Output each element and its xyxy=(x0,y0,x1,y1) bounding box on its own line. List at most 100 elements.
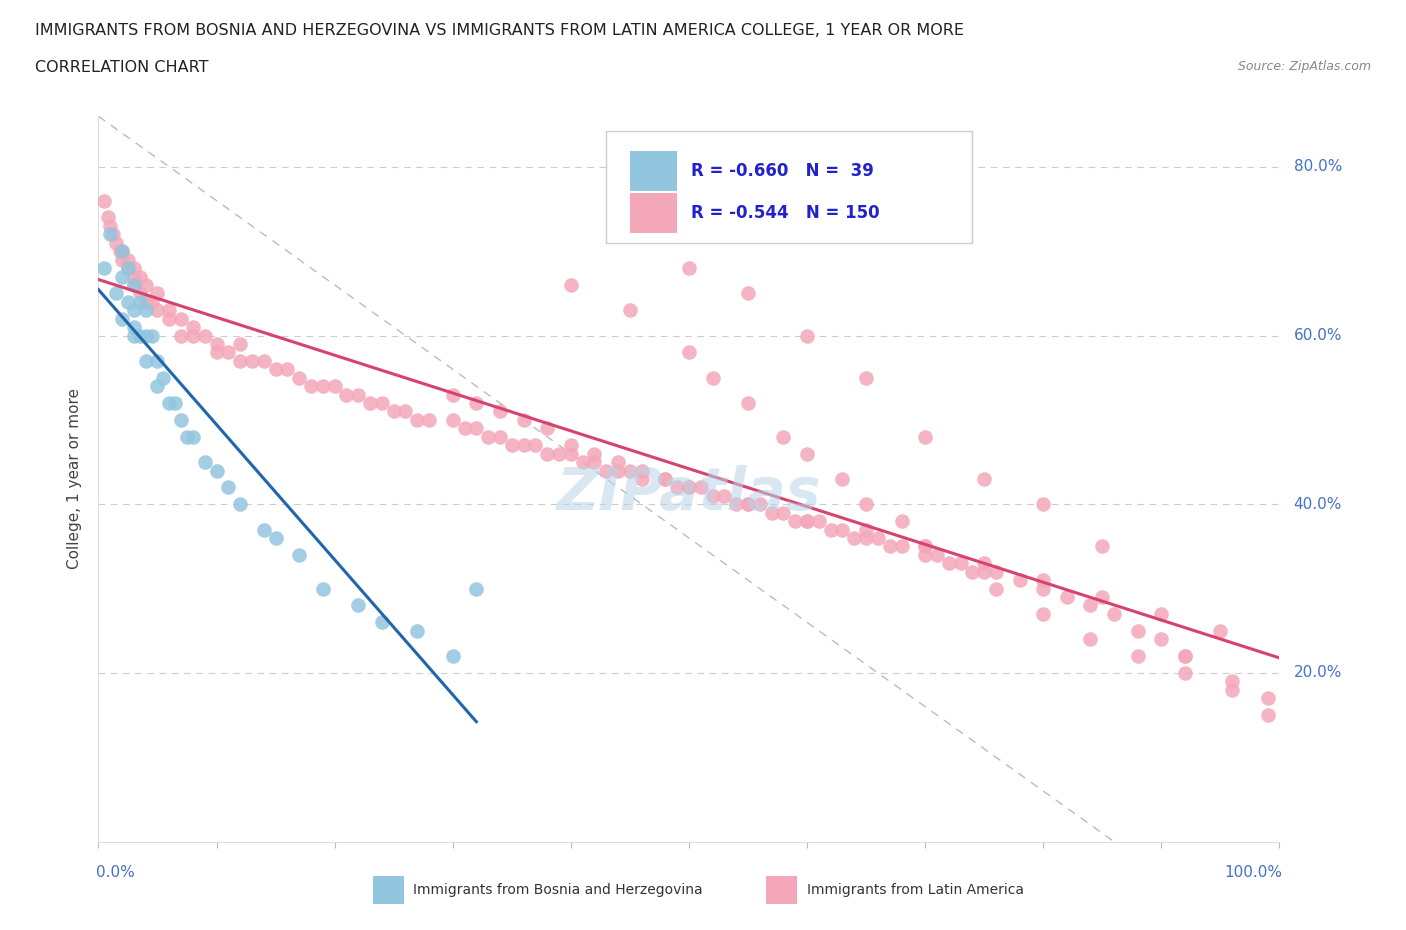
Text: Immigrants from Bosnia and Herzegovina: Immigrants from Bosnia and Herzegovina xyxy=(413,883,703,897)
Point xyxy=(855,370,877,385)
Point xyxy=(949,556,972,571)
Point xyxy=(253,522,276,537)
Point xyxy=(725,497,748,512)
Point xyxy=(678,480,700,495)
Point xyxy=(1091,590,1114,604)
Point xyxy=(146,353,169,368)
Point xyxy=(560,446,582,461)
Point xyxy=(122,277,145,292)
Point xyxy=(418,413,440,428)
Point xyxy=(264,362,287,377)
Point xyxy=(465,421,488,436)
Point xyxy=(117,260,139,275)
Point xyxy=(117,260,139,275)
Point xyxy=(1008,573,1031,588)
Point xyxy=(465,581,488,596)
Text: ZIPatlas: ZIPatlas xyxy=(557,465,821,522)
Point xyxy=(583,455,606,470)
Point xyxy=(866,530,889,545)
Point xyxy=(560,438,582,453)
Point xyxy=(973,556,995,571)
Point xyxy=(607,455,630,470)
Point xyxy=(146,303,169,318)
Point xyxy=(194,455,217,470)
Point xyxy=(253,353,276,368)
Point xyxy=(441,413,464,428)
Point xyxy=(170,413,193,428)
Point xyxy=(117,295,139,310)
Text: Immigrants from Latin America: Immigrants from Latin America xyxy=(807,883,1024,897)
Point xyxy=(737,497,759,512)
Point xyxy=(489,404,512,418)
Text: 100.0%: 100.0% xyxy=(1225,865,1282,880)
Point xyxy=(737,286,759,300)
Point xyxy=(702,488,724,503)
Point xyxy=(288,548,311,563)
Point xyxy=(512,438,534,453)
Point xyxy=(1032,606,1054,621)
Text: Source: ZipAtlas.com: Source: ZipAtlas.com xyxy=(1237,60,1371,73)
Point xyxy=(548,446,571,461)
Point xyxy=(984,565,1007,579)
Point xyxy=(441,387,464,402)
Point xyxy=(571,455,593,470)
FancyBboxPatch shape xyxy=(630,193,678,232)
Point xyxy=(135,353,157,368)
Y-axis label: College, 1 year or more: College, 1 year or more xyxy=(67,389,83,569)
Point xyxy=(1257,708,1279,723)
Text: 40.0%: 40.0% xyxy=(1294,497,1341,512)
Point xyxy=(122,328,145,343)
Point xyxy=(406,623,429,638)
Point xyxy=(1150,631,1173,646)
Point xyxy=(678,345,700,360)
Point xyxy=(855,530,877,545)
Point xyxy=(165,395,187,410)
Point xyxy=(938,556,960,571)
Point xyxy=(831,522,853,537)
Point xyxy=(619,463,641,478)
Point xyxy=(1209,623,1232,638)
Point xyxy=(1126,623,1149,638)
Point xyxy=(560,277,582,292)
Point xyxy=(217,345,239,360)
Point xyxy=(229,337,252,352)
Point xyxy=(796,513,818,528)
Point xyxy=(678,260,700,275)
Text: 60.0%: 60.0% xyxy=(1294,328,1343,343)
Point xyxy=(441,648,464,663)
Point xyxy=(914,430,936,445)
Point xyxy=(157,312,180,326)
Point xyxy=(678,480,700,495)
Point xyxy=(890,513,912,528)
Point xyxy=(737,395,759,410)
Point xyxy=(111,312,134,326)
Point xyxy=(335,387,357,402)
Point xyxy=(111,269,134,284)
Point xyxy=(176,430,198,445)
Point xyxy=(135,277,157,292)
Point xyxy=(157,395,180,410)
Point xyxy=(111,252,134,267)
Point xyxy=(141,328,163,343)
Point xyxy=(1174,648,1197,663)
Point xyxy=(973,565,995,579)
Point xyxy=(122,277,145,292)
Point xyxy=(844,530,866,545)
Point xyxy=(524,438,547,453)
Point xyxy=(288,370,311,385)
Point xyxy=(111,244,134,259)
Point xyxy=(855,497,877,512)
Point xyxy=(128,269,150,284)
Point xyxy=(1032,573,1054,588)
Point xyxy=(689,480,711,495)
Point xyxy=(111,244,134,259)
Point xyxy=(128,328,150,343)
Point xyxy=(796,328,818,343)
Point xyxy=(1257,691,1279,706)
Point xyxy=(962,565,984,579)
Point xyxy=(1102,606,1125,621)
Point xyxy=(229,353,252,368)
Point xyxy=(984,581,1007,596)
Point xyxy=(1091,539,1114,554)
Point xyxy=(105,235,128,250)
